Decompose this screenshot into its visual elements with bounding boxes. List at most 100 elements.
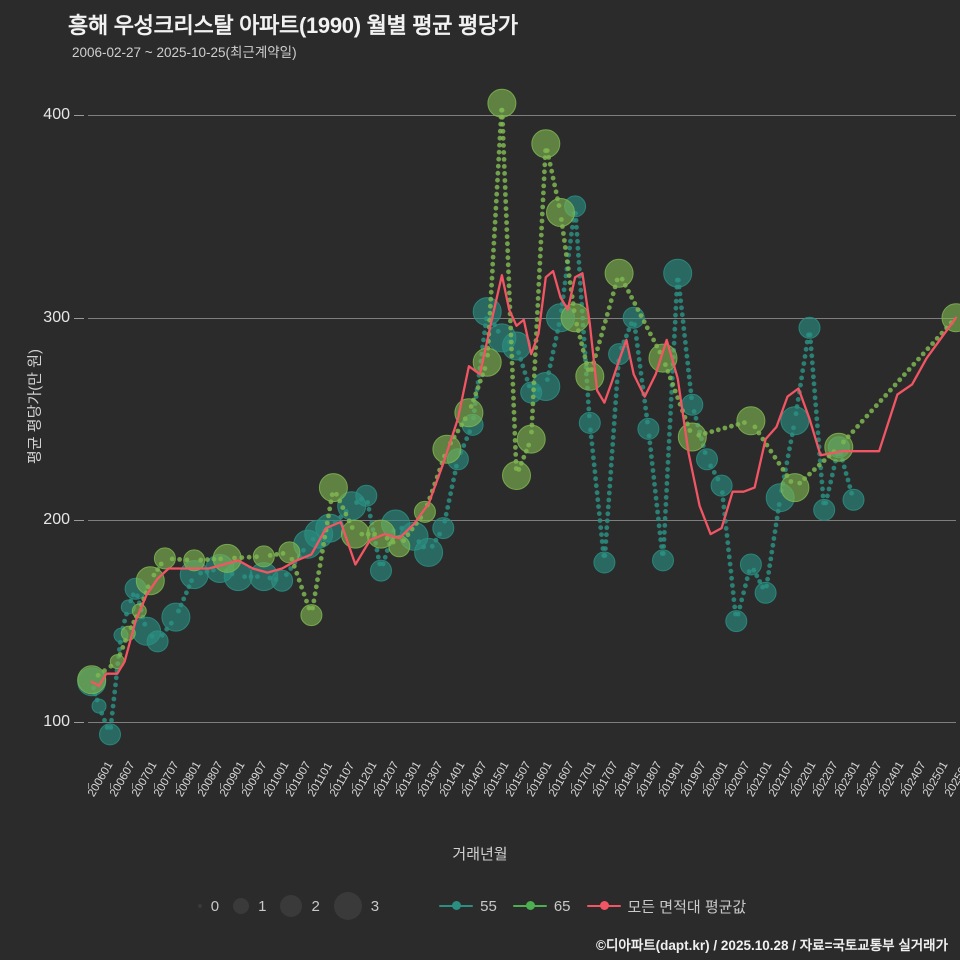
connector-dot [565, 259, 571, 265]
connector-dot [535, 310, 540, 315]
connector-dot [795, 397, 801, 402]
connector-dot [211, 567, 216, 573]
chart-subtitle: 2006-02-27 ~ 2025-10-25(최근계약일) [72, 45, 297, 60]
connector-dot [380, 561, 386, 567]
connector-dot [329, 492, 335, 498]
connector-dot [667, 431, 672, 437]
connector-dot [574, 224, 579, 230]
connector-dot [248, 574, 254, 579]
connector-dot [584, 371, 589, 377]
connector-dot [768, 448, 774, 454]
connector-dot [619, 276, 625, 282]
legend-series-item[interactable]: 모든 면적대 평균값 [586, 896, 746, 917]
connector-dot [541, 190, 546, 196]
connector-dot [405, 532, 411, 538]
connector-dot [434, 474, 440, 480]
connector-dot [664, 481, 670, 486]
connector-dot [500, 121, 506, 127]
connector-dot [311, 598, 317, 604]
legend-series-item[interactable]: 55 [439, 898, 497, 915]
connector-dot [568, 238, 573, 244]
connector-dot [552, 182, 557, 188]
connector-dot [629, 295, 634, 300]
legend-size-label: 2 [311, 897, 320, 915]
connector-dot [530, 408, 535, 414]
connector-dot [544, 377, 550, 382]
connector-dot [833, 458, 838, 464]
connector-dot [635, 307, 641, 312]
legend-size-item[interactable]: 1 [233, 898, 266, 915]
data-bubble [223, 562, 253, 592]
connector-dot [606, 497, 612, 503]
connector-dot [606, 305, 612, 310]
connector-dot [715, 476, 721, 482]
y-tick-label: 200 [43, 510, 70, 528]
connector-dot [524, 376, 530, 382]
connector-dot [535, 296, 541, 301]
bubble-size-icon [280, 895, 303, 917]
connector-dot [702, 431, 708, 436]
connector-dot [571, 308, 577, 314]
connector-dot [944, 325, 949, 331]
connector-dot [599, 532, 604, 537]
connector-dot [542, 155, 548, 161]
connector-dot [117, 640, 123, 645]
connector-dot [791, 425, 796, 431]
connector-dot [679, 305, 684, 311]
connector-dot [647, 440, 653, 446]
series-line [90, 269, 958, 688]
connector-dot [472, 408, 477, 414]
connector-dot [529, 422, 535, 428]
connector-dot [847, 484, 853, 489]
connector-dot [284, 572, 289, 577]
connector-dot [828, 479, 834, 485]
connector-dot [546, 155, 552, 160]
connector-dot [720, 497, 726, 503]
legend-size-label: 0 [210, 897, 220, 915]
connector-dot [534, 324, 540, 329]
connector-dot [486, 331, 492, 337]
connector-dot [477, 365, 483, 371]
connector-dot [829, 472, 835, 478]
connector-dot [841, 439, 846, 445]
x-tick-mark [307, 783, 309, 789]
legend-series-item[interactable]: 65 [512, 898, 571, 915]
gridline [88, 722, 956, 724]
legend-size-item[interactable]: 3 [333, 892, 379, 920]
connector-dot [267, 575, 273, 581]
legend-size-item[interactable]: 0 [197, 897, 220, 915]
x-tick-mark [791, 783, 793, 789]
connector-dot [485, 352, 490, 358]
x-tick-mark [285, 783, 287, 789]
connector-dot [726, 547, 731, 553]
data-bubble [414, 537, 444, 567]
connector-dot [580, 347, 586, 353]
x-tick-mark [417, 783, 419, 789]
connector-dot [471, 415, 476, 421]
connector-dot [547, 161, 553, 167]
connector-dot [474, 387, 480, 392]
data-bubble [677, 422, 707, 452]
legend-swatch-icon [439, 899, 474, 913]
connector-dot [673, 298, 679, 304]
connector-dot [313, 584, 319, 590]
connector-dot [116, 654, 121, 659]
connector-dot [473, 391, 479, 397]
connector-dot [667, 375, 673, 381]
connector-dot [671, 347, 677, 353]
connector-dot [788, 439, 794, 445]
legend-swatch-icon [512, 899, 547, 913]
connector-dot [582, 343, 587, 349]
connector-dot [615, 372, 620, 378]
connector-dot [670, 368, 676, 374]
connector-dot [354, 500, 359, 505]
connector-dot [131, 619, 137, 625]
connector-dot [288, 566, 294, 571]
data-bubble [109, 654, 125, 670]
connector-dot [518, 356, 524, 362]
legend-size-item[interactable]: 2 [280, 895, 320, 917]
y-tick-mark [74, 115, 84, 117]
data-bubble [446, 448, 469, 471]
connector-dot [821, 500, 826, 506]
connector-dot [801, 361, 807, 366]
